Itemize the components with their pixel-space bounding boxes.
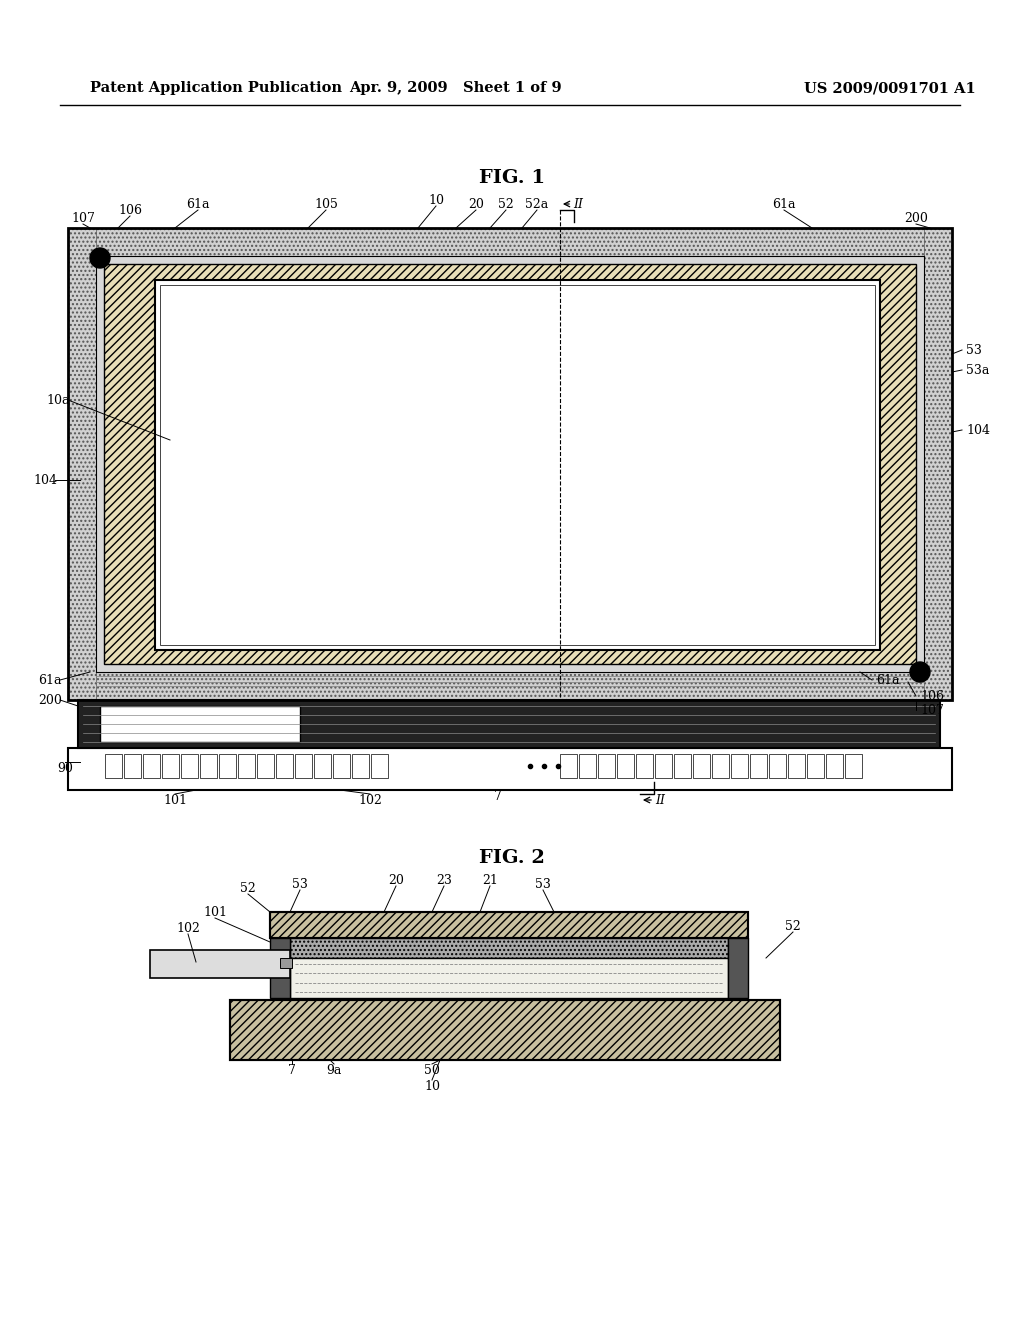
Text: 52: 52 (240, 882, 256, 895)
Bar (290, 939, 728, 958)
Text: 102: 102 (176, 921, 200, 935)
Text: 53a: 53a (966, 363, 989, 376)
Text: 53: 53 (536, 878, 551, 891)
Text: 21: 21 (482, 874, 498, 887)
Text: 107: 107 (920, 704, 944, 717)
Bar (257, 754, 274, 777)
Bar (693, 754, 710, 777)
Bar (280, 958, 292, 968)
Text: FIG. 2: FIG. 2 (479, 849, 545, 867)
Text: 20: 20 (468, 198, 484, 210)
Text: 102: 102 (358, 793, 382, 807)
Text: 101: 101 (203, 906, 227, 919)
Bar (674, 754, 691, 777)
Bar (68, 672, 952, 700)
Bar (290, 958, 728, 998)
Text: 50: 50 (424, 1064, 440, 1077)
Text: 106: 106 (920, 689, 944, 702)
Text: Patent Application Publication: Patent Application Publication (90, 81, 342, 95)
Bar (270, 912, 748, 939)
Bar (276, 754, 293, 777)
Bar (219, 754, 236, 777)
Bar (155, 280, 880, 649)
Text: 90: 90 (57, 762, 73, 775)
Text: US 2009/0091701 A1: US 2009/0091701 A1 (804, 81, 976, 95)
Bar (655, 754, 672, 777)
Text: 106: 106 (118, 203, 142, 216)
Text: 52: 52 (498, 198, 514, 210)
Bar (238, 754, 255, 777)
Bar (181, 754, 198, 777)
Bar (560, 754, 577, 777)
Text: 61a: 61a (38, 673, 61, 686)
Text: 101: 101 (163, 793, 187, 807)
Text: 200: 200 (38, 693, 61, 706)
Bar (68, 228, 952, 256)
Bar (845, 754, 862, 777)
Bar (150, 950, 290, 978)
Bar (788, 754, 805, 777)
Bar (124, 754, 141, 777)
Bar (579, 754, 596, 777)
Bar (826, 754, 843, 777)
Text: 52: 52 (785, 920, 801, 932)
Text: Apr. 9, 2009   Sheet 1 of 9: Apr. 9, 2009 Sheet 1 of 9 (349, 81, 561, 95)
Bar (270, 939, 290, 998)
Text: 53: 53 (292, 878, 308, 891)
Bar (371, 754, 388, 777)
Text: 7: 7 (494, 789, 502, 803)
Bar (807, 754, 824, 777)
Bar (105, 754, 122, 777)
Bar (162, 754, 179, 777)
Text: 61a: 61a (876, 673, 899, 686)
Bar (314, 754, 331, 777)
Bar (617, 754, 634, 777)
Bar (160, 285, 874, 645)
Text: FIG. 1: FIG. 1 (479, 169, 545, 187)
Bar (200, 754, 217, 777)
Bar (352, 754, 369, 777)
Text: II: II (655, 793, 665, 807)
Bar (68, 228, 952, 700)
Bar (769, 754, 786, 777)
Text: 7: 7 (288, 1064, 296, 1077)
Text: 61a: 61a (186, 198, 210, 210)
Bar (750, 754, 767, 777)
Text: 104: 104 (33, 474, 57, 487)
Bar (712, 754, 729, 777)
Text: 105: 105 (314, 198, 338, 210)
Text: 23: 23 (436, 874, 452, 887)
Bar (636, 754, 653, 777)
Text: 107: 107 (71, 211, 95, 224)
Bar (104, 264, 916, 664)
Bar (728, 939, 748, 998)
Bar (78, 700, 940, 748)
Text: 53: 53 (966, 343, 982, 356)
Bar (68, 228, 952, 700)
Bar (68, 748, 952, 789)
Text: II: II (573, 198, 583, 210)
Bar (100, 706, 300, 742)
Text: 10a: 10a (46, 393, 70, 407)
Text: 104: 104 (966, 424, 990, 437)
Bar (295, 754, 312, 777)
Text: 52a: 52a (525, 198, 549, 210)
Bar (143, 754, 160, 777)
Text: 9a: 9a (327, 1064, 342, 1077)
Text: 200: 200 (904, 211, 928, 224)
Bar (270, 912, 748, 939)
Text: 61a: 61a (772, 198, 796, 210)
Bar (731, 754, 748, 777)
Bar (230, 1001, 780, 1060)
Bar (333, 754, 350, 777)
Circle shape (910, 663, 930, 682)
Bar (68, 228, 96, 700)
Text: 10: 10 (424, 1080, 440, 1093)
Bar (230, 1001, 780, 1060)
Text: 10: 10 (428, 194, 444, 206)
Bar (598, 754, 615, 777)
Bar (924, 228, 952, 700)
Circle shape (90, 248, 110, 268)
Text: 20: 20 (388, 874, 403, 887)
